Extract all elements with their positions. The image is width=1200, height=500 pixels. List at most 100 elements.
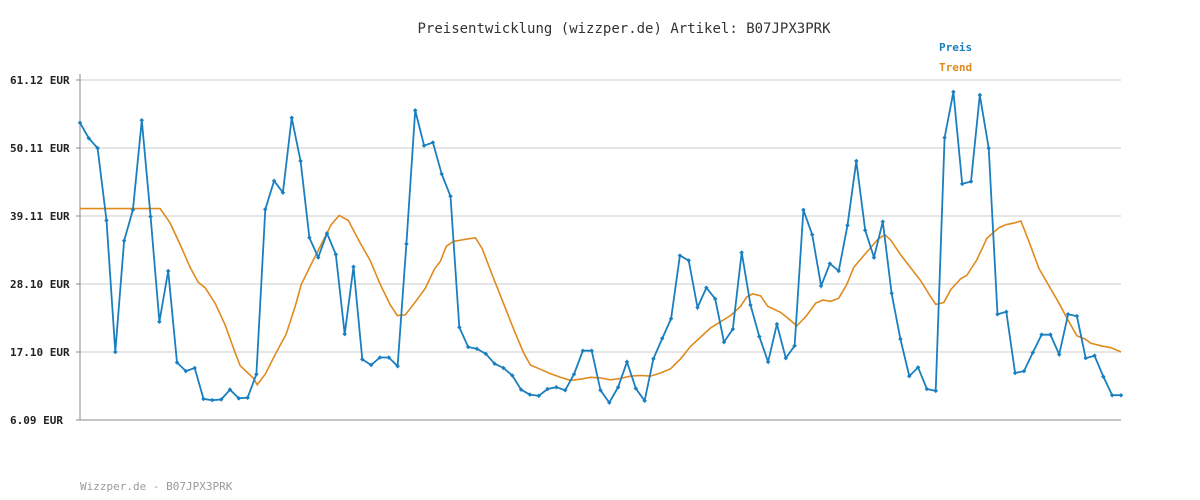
data-point-preis [854, 158, 859, 164]
data-point-preis [86, 135, 92, 141]
data-point-preis [474, 346, 480, 352]
data-point-preis [148, 214, 153, 219]
data-point-preis [809, 232, 815, 237]
data-point-preis [1101, 374, 1106, 379]
data-point-preis [598, 388, 603, 393]
data-point-preis [77, 120, 83, 126]
data-point-preis [580, 348, 586, 354]
data-point-preis [880, 219, 886, 224]
data-point-preis [942, 135, 947, 140]
data-point-preis [210, 397, 215, 403]
data-point-preis [201, 396, 206, 402]
data-point-preis [430, 140, 436, 145]
data-point-preis [1074, 313, 1080, 319]
data-point-preis [139, 118, 145, 123]
data-point-preis [1030, 350, 1036, 355]
y-tick-label: 17.10 EUR [10, 346, 70, 359]
data-point-preis [589, 348, 594, 354]
data-point-preis [218, 397, 224, 402]
data-point-preis [571, 371, 577, 377]
data-point-preis [545, 386, 550, 392]
data-point-preis [501, 365, 506, 371]
data-point-preis [712, 296, 718, 302]
y-tick-label: 50.11 EUR [10, 142, 70, 155]
series-points-preis [77, 89, 1124, 405]
data-point-preis [686, 258, 691, 263]
data-point-preis [165, 268, 171, 274]
data-point-preis [642, 398, 647, 404]
data-point-preis [342, 331, 347, 337]
data-point-preis [104, 218, 109, 223]
y-axis-ticks: 6.09 EUR 17.10 EUR 28.10 EUR 39.11 EUR 50.11… [10, 74, 80, 427]
data-point-preis [951, 89, 956, 95]
data-point-preis [651, 356, 656, 362]
legend-trend: Trend [939, 61, 972, 74]
data-point-preis [395, 363, 400, 369]
data-point-preis [324, 231, 330, 236]
data-point-preis [1083, 355, 1088, 361]
data-point-preis [527, 392, 533, 397]
legend-preis: Preis [939, 41, 972, 54]
data-point-preis [624, 359, 630, 365]
data-point-preis [818, 283, 824, 289]
data-point-preis [933, 388, 939, 394]
data-point-preis [615, 384, 621, 390]
data-point-preis [518, 387, 524, 392]
data-point-preis [368, 362, 374, 368]
data-point-preis [783, 355, 789, 361]
data-point-preis [192, 365, 197, 371]
data-point-preis [1056, 352, 1062, 357]
data-point-preis [871, 255, 877, 260]
data-point-preis [298, 158, 303, 164]
data-point-preis [898, 336, 903, 342]
data-point-preis [315, 255, 321, 260]
data-point-preis [236, 396, 242, 401]
data-point-preis [121, 238, 127, 244]
data-point-preis [739, 250, 744, 255]
data-point-preis [748, 302, 753, 308]
data-point-preis [1065, 312, 1071, 317]
y-tick-label: 6.09 EUR [10, 414, 63, 427]
data-point-preis [421, 143, 427, 148]
data-point-preis [1092, 353, 1097, 358]
data-point-preis [845, 223, 850, 228]
data-point-preis [986, 145, 991, 151]
data-point-preis [774, 321, 780, 327]
data-point-preis [492, 361, 497, 366]
y-tick-label: 61.12 EUR [10, 74, 70, 87]
data-point-preis [668, 316, 674, 321]
data-point-preis [465, 344, 471, 350]
data-point-preis [607, 400, 612, 405]
data-point-preis [483, 351, 489, 357]
data-point-preis [554, 384, 559, 390]
data-point-preis [1118, 392, 1124, 398]
data-point-preis [404, 241, 409, 247]
data-point-preis [280, 190, 286, 195]
data-point-preis [510, 373, 515, 378]
y-tick-label: 39.11 EUR [10, 210, 70, 223]
data-point-preis [1048, 332, 1053, 337]
data-point-preis [633, 386, 639, 391]
data-point-preis [289, 115, 294, 121]
data-point-preis [862, 227, 868, 233]
data-point-preis [695, 305, 700, 310]
data-point-preis [907, 373, 912, 379]
data-point-preis [968, 179, 974, 184]
data-point-preis [113, 349, 118, 355]
data-point-preis [704, 285, 709, 290]
data-point-preis [1004, 309, 1009, 315]
data-point-preis [827, 261, 833, 266]
data-point-preis [1021, 368, 1027, 374]
data-point-preis [227, 387, 233, 392]
data-point-preis [1039, 332, 1044, 337]
data-point-preis [659, 336, 665, 341]
grid-lines [80, 79, 1121, 353]
data-point-preis [730, 326, 736, 332]
data-point-preis [889, 291, 894, 296]
data-point-preis [95, 145, 100, 151]
chart-title: Preisentwicklung (wizzper.de) Artikel: B… [417, 21, 831, 37]
data-point-preis [562, 388, 568, 393]
data-point-preis [1012, 370, 1018, 376]
data-point-preis [1109, 392, 1115, 398]
